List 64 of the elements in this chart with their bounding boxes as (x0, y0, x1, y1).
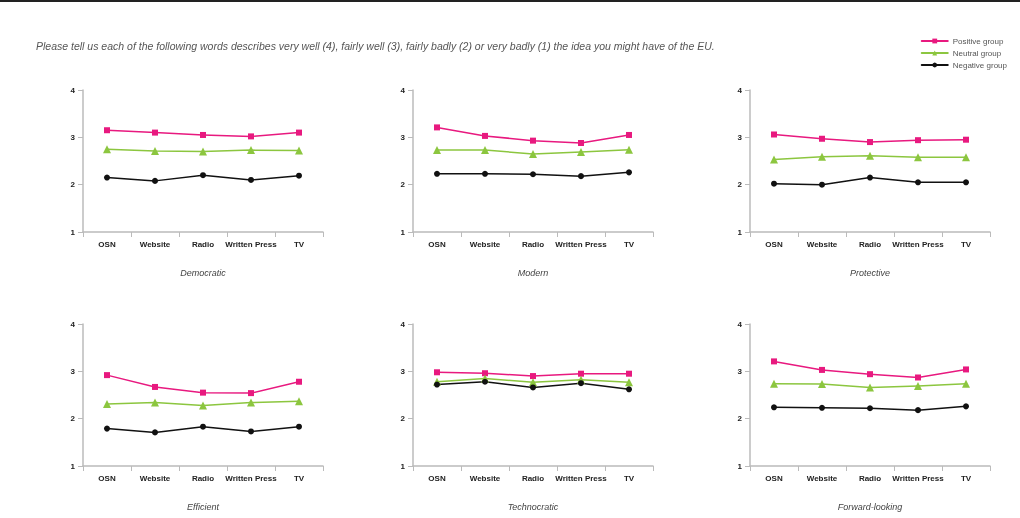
y-tick-label: 3 (400, 366, 406, 376)
x-tick-label: Radio (521, 473, 545, 483)
y-tick-label: 3 (70, 132, 76, 142)
x-tick-label: OSN (98, 239, 116, 249)
y-tick-label: 1 (400, 461, 406, 471)
x-tick-label: Written Press (555, 473, 608, 483)
x-axis-title: Modern (517, 267, 549, 278)
y-tick-label: 4 (737, 85, 743, 95)
y-tick-label: 1 (737, 227, 743, 237)
x-tick-label: TV (293, 239, 305, 249)
x-axis-title: Forward-looking (837, 501, 903, 512)
y-tick-label: 2 (400, 180, 406, 190)
x-tick-label: Radio (521, 239, 545, 249)
x-tick-label: Written Press (225, 239, 278, 249)
x-axis-title: Technocratic (507, 501, 559, 512)
x-tick-label: Radio (858, 239, 882, 249)
y-tick-label: 4 (400, 319, 406, 329)
x-tick-label: OSN (428, 473, 446, 483)
x-tick-label: Radio (191, 239, 215, 249)
x-tick-label: TV (623, 473, 635, 483)
x-tick-label: Website (139, 473, 171, 483)
y-tick-label: 4 (70, 319, 76, 329)
x-tick-label: Website (469, 239, 501, 249)
x-tick-label: OSN (765, 239, 783, 249)
y-tick-label: 1 (400, 227, 406, 237)
x-tick-label: TV (960, 239, 972, 249)
x-tick-label: Website (806, 239, 838, 249)
x-tick-label: Website (806, 473, 838, 483)
y-tick-label: 1 (737, 461, 743, 471)
y-tick-label: 4 (70, 85, 76, 95)
y-tick-label: 2 (70, 180, 76, 190)
x-tick-label: TV (623, 239, 635, 249)
y-tick-label: 3 (70, 366, 76, 376)
y-tick-label: 3 (400, 132, 406, 142)
legend-label: Negative group (952, 60, 1008, 70)
x-tick-label: Radio (858, 473, 882, 483)
y-tick-label: 3 (737, 132, 743, 142)
y-tick-label: 1 (70, 461, 76, 471)
x-tick-label: Website (469, 473, 501, 483)
y-tick-label: 2 (737, 414, 743, 424)
x-tick-label: TV (960, 473, 972, 483)
legend-label: Positive group (952, 36, 1004, 46)
x-tick-label: Written Press (555, 239, 608, 249)
legend-label: Neutral group (952, 48, 1002, 58)
x-tick-label: Written Press (892, 473, 945, 483)
y-tick-label: 2 (70, 414, 76, 424)
x-axis-title: Efficient (186, 501, 220, 512)
x-tick-label: Written Press (225, 473, 278, 483)
y-tick-label: 4 (737, 319, 743, 329)
x-tick-label: OSN (428, 239, 446, 249)
y-tick-label: 2 (737, 180, 743, 190)
x-tick-label: Website (139, 239, 171, 249)
text: Please tell us each of the following words describes very well (4), fairly well (3), fairly badly (2) or very badly (1) the idea you might have of the EU. (36, 40, 715, 52)
x-axis-title: Protective (849, 267, 891, 278)
y-tick-label: 3 (737, 366, 743, 376)
y-tick-label: 1 (70, 227, 76, 237)
x-tick-label: OSN (765, 473, 783, 483)
y-tick-label: 4 (400, 85, 406, 95)
y-tick-label: 2 (400, 414, 406, 424)
x-tick-label: Radio (191, 473, 215, 483)
x-axis-title: Democratic (180, 267, 227, 278)
x-tick-label: OSN (98, 473, 116, 483)
x-tick-label: TV (293, 473, 305, 483)
x-tick-label: Written Press (892, 239, 945, 249)
